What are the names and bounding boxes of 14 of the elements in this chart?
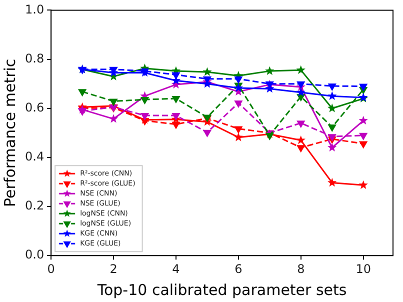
y-tick-label: 0.0 <box>24 248 44 262</box>
x-tick-label: 10 <box>356 262 371 276</box>
y-axis-title: Performance metric <box>0 58 19 207</box>
x-tick-label: 0 <box>47 262 55 276</box>
x-tick-label: 2 <box>110 262 118 276</box>
y-tick-label: 0.8 <box>24 51 44 66</box>
y-tick-label: 0.4 <box>24 150 44 164</box>
x-axis-title: Top-10 calibrated parameter sets <box>96 280 347 299</box>
y-tick-label: 1.0 <box>24 2 44 16</box>
y-tick-label: 0.6 <box>24 100 44 114</box>
x-tick-label: 6 <box>234 262 242 276</box>
x-tick-label: 8 <box>297 262 305 276</box>
x-tick-label: 4 <box>172 262 180 276</box>
y-tick-label: 0.2 <box>24 198 44 213</box>
